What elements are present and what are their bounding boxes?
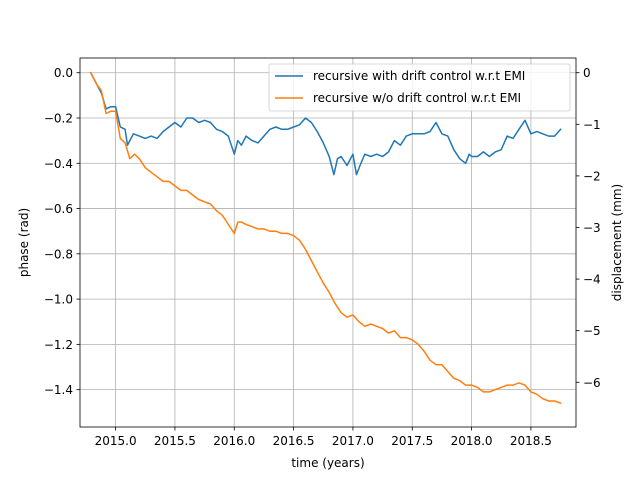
y-tick-label: −1.4 xyxy=(44,383,73,397)
y-tick-label: −0.2 xyxy=(44,111,73,125)
y-tick-label: −0.4 xyxy=(44,157,73,171)
y2-tick-label: −1 xyxy=(583,118,601,132)
tick-layer: 2015.0 2015.5 2016.0 2016.5 2017.0 2017.5 2018… xyxy=(44,66,601,448)
y2-tick-label: −3 xyxy=(583,221,601,235)
y-axis-label: phase (rad) xyxy=(17,208,31,277)
y2-tick-label: −5 xyxy=(583,324,601,338)
legend: recursive with drift control w.r.t EMI r… xyxy=(268,63,571,112)
legend-box xyxy=(268,63,571,112)
x-tick-label: 2016.0 xyxy=(213,434,255,448)
y-tick-label: −1.0 xyxy=(44,293,73,307)
series-layer xyxy=(89,71,562,405)
x-tick-label: 2015.0 xyxy=(95,434,137,448)
y-tick-label: 0.0 xyxy=(54,66,73,80)
x-tick-label: 2018.0 xyxy=(451,434,493,448)
x-tick-label: 2017.5 xyxy=(391,434,433,448)
x-tick-label: 2018.5 xyxy=(510,434,552,448)
y-tick-label: −1.2 xyxy=(44,338,73,352)
grid-layer xyxy=(80,58,576,427)
legend-label-without-drift-control: recursive w/o drift control w.r.t EMI xyxy=(313,91,521,105)
x-axis-label: time (years) xyxy=(291,456,364,470)
legend-label-with-drift-control: recursive with drift control w.r.t EMI xyxy=(313,69,525,83)
plot-area-frame xyxy=(79,57,577,428)
series-line-with-drift-control xyxy=(89,71,562,176)
x-tick-label: 2015.5 xyxy=(154,434,196,448)
y2-tick-label: 0 xyxy=(583,66,591,80)
y2-tick-label: −2 xyxy=(583,169,601,183)
y-tick-label: −0.8 xyxy=(44,247,73,261)
y2-axis-label: displacement (mm) xyxy=(610,184,624,301)
x-tick-label: 2017.0 xyxy=(332,434,374,448)
x-tick-label: 2016.5 xyxy=(273,434,315,448)
y-tick-label: −0.6 xyxy=(44,202,73,216)
y2-tick-label: −6 xyxy=(583,376,601,390)
series-line-without-drift-control xyxy=(89,71,562,405)
y2-tick-label: −4 xyxy=(583,273,601,287)
